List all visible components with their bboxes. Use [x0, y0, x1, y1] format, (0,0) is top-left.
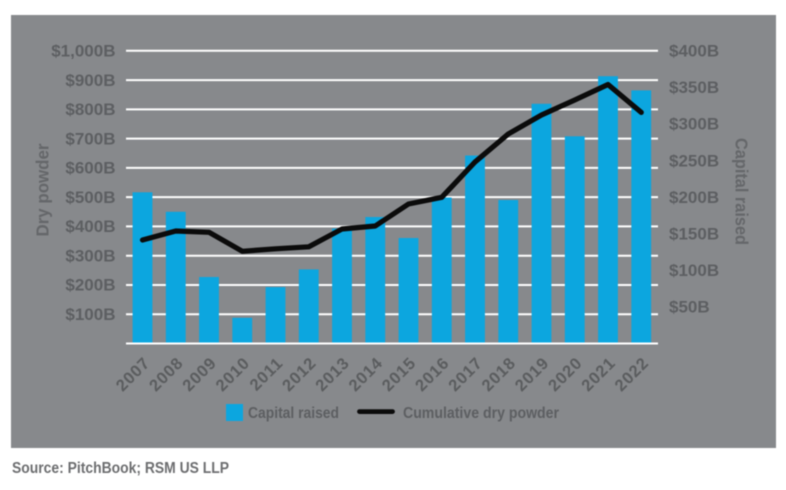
svg-text:$200B: $200B [669, 188, 719, 207]
svg-text:$200B: $200B [65, 276, 115, 295]
svg-text:Capital raised: Capital raised [732, 138, 752, 245]
svg-text:$900B: $900B [65, 71, 115, 90]
svg-text:$150B: $150B [669, 224, 719, 243]
svg-text:$1,000B: $1,000B [51, 42, 115, 61]
svg-text:Dry powder: Dry powder [33, 143, 53, 236]
svg-text:$700B: $700B [65, 129, 115, 148]
svg-text:$600B: $600B [65, 159, 115, 178]
svg-text:$300B: $300B [65, 246, 115, 265]
svg-text:$800B: $800B [65, 100, 115, 119]
svg-text:$350B: $350B [669, 78, 719, 97]
svg-text:$100B: $100B [65, 305, 115, 324]
svg-text:$250B: $250B [669, 151, 719, 170]
svg-text:$400B: $400B [65, 217, 115, 236]
svg-text:Cumulative dry powder: Cumulative dry powder [403, 405, 559, 422]
svg-text:$50B: $50B [669, 298, 710, 317]
svg-text:Capital raised: Capital raised [248, 405, 339, 422]
svg-text:$300B: $300B [669, 115, 719, 134]
svg-text:$100B: $100B [669, 261, 719, 280]
svg-text:$500B: $500B [65, 188, 115, 207]
svg-text:$400B: $400B [669, 42, 719, 61]
svg-text:Source: PitchBook; RSM US LLP: Source: PitchBook; RSM US LLP [12, 460, 229, 477]
